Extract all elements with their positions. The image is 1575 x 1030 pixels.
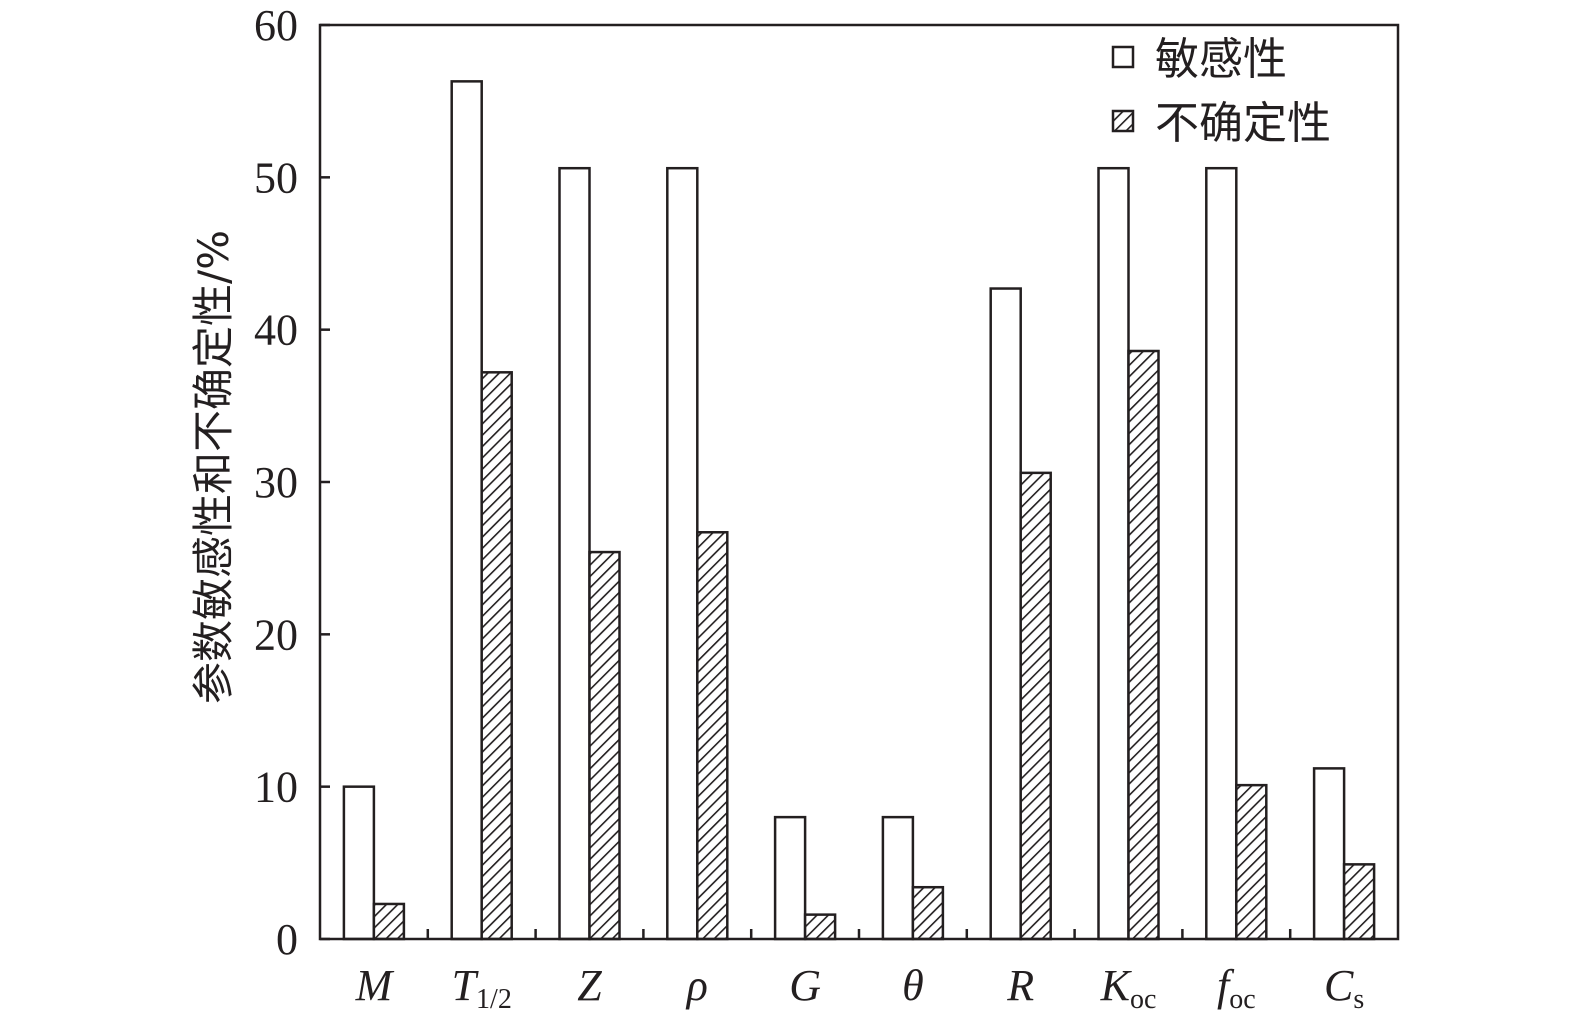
- legend-item-uncertainty: 不确定性: [1111, 98, 1331, 149]
- bar-uncertainty: [911, 885, 945, 941]
- bar-sensitivity: [666, 166, 699, 941]
- bar-sensitivity: [1097, 166, 1130, 941]
- x-tick-label: Cs: [1324, 961, 1364, 1015]
- bar-uncertainty: [372, 902, 406, 941]
- x-tick-label: G: [789, 961, 821, 1010]
- bar-uncertainty: [1127, 349, 1160, 941]
- bar-sensitivity: [773, 815, 807, 941]
- x-tick-label: foc: [1217, 961, 1256, 1015]
- y-tick-label: 60: [254, 1, 298, 50]
- bar-uncertainty: [1342, 863, 1376, 941]
- y-axis-label: 参数敏感性和不确定性/%: [189, 230, 238, 704]
- legend-swatch-open: [1111, 45, 1135, 69]
- legend-label-uncertainty: 不确定性: [1155, 98, 1331, 149]
- bar-sensitivity: [1312, 767, 1346, 941]
- bar-sensitivity: [1205, 166, 1238, 941]
- bars-layer: [342, 80, 1376, 941]
- x-tick-label: Z: [577, 961, 602, 1010]
- bar-sensitivity: [989, 287, 1022, 941]
- y-tick-label: 30: [254, 458, 298, 507]
- x-tick-label: M: [355, 961, 395, 1010]
- x-tick-label: θ: [902, 961, 924, 1010]
- bar-sensitivity: [881, 815, 915, 941]
- bar-uncertainty: [696, 531, 729, 941]
- legend-item-sensitivity: 敏感性: [1111, 34, 1287, 85]
- y-tick-label: 50: [254, 153, 298, 202]
- legend-label-sensitivity: 敏感性: [1155, 34, 1287, 85]
- bar-uncertainty: [588, 550, 621, 941]
- bar-sensitivity: [558, 166, 591, 941]
- y-tick-label: 0: [276, 915, 298, 964]
- bar-uncertainty: [803, 913, 837, 941]
- x-tick-label: T1/2: [452, 961, 512, 1015]
- y-axis: 0 10 20 30 40 50 60: [254, 1, 330, 964]
- y-tick-label: 10: [254, 763, 298, 812]
- y-tick-label: 20: [254, 610, 298, 659]
- x-tick-label: ρ: [685, 961, 708, 1010]
- plot-frame: [318, 23, 1400, 941]
- bar-uncertainty: [1235, 783, 1268, 941]
- bar-uncertainty: [480, 371, 513, 941]
- x-tick-label: R: [1006, 961, 1034, 1010]
- legend: 敏感性 不确定性: [1111, 34, 1331, 149]
- bar-uncertainty: [1019, 471, 1052, 941]
- bar-sensitivity: [342, 785, 376, 941]
- legend-swatch-hatched: [1111, 109, 1135, 133]
- x-tick-label: Koc: [1100, 961, 1157, 1015]
- y-tick-label: 40: [254, 306, 298, 355]
- bar-sensitivity: [450, 80, 483, 941]
